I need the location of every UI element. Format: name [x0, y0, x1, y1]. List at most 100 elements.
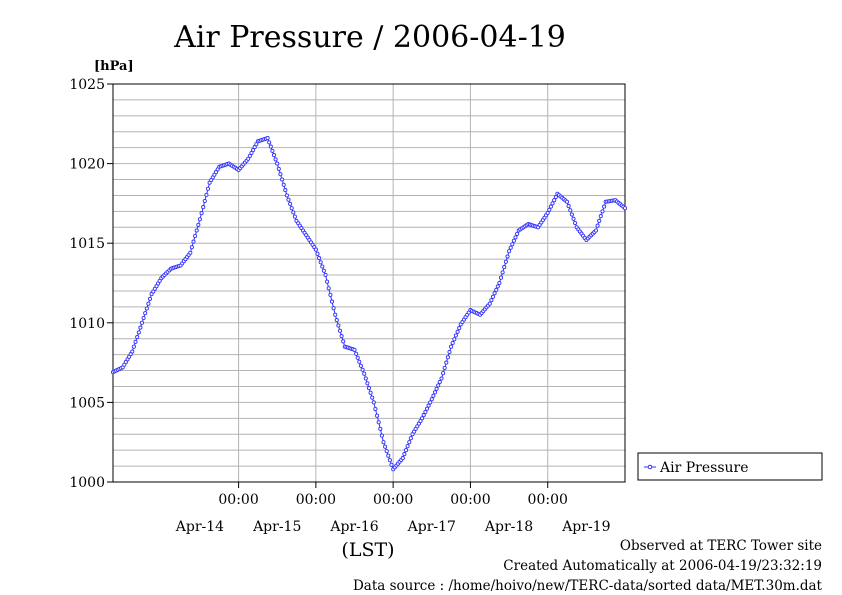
footer-created: Created Automatically at 2006-04-19/23:3…	[503, 558, 822, 574]
data-point	[318, 260, 323, 265]
data-point	[136, 330, 141, 335]
data-point	[378, 426, 383, 431]
data-point	[188, 250, 193, 255]
data-point	[500, 270, 505, 275]
data-point	[423, 409, 428, 415]
data-point	[292, 214, 297, 219]
data-point	[545, 210, 550, 216]
y-axis-label: [hPa]	[94, 59, 134, 74]
data-point	[133, 339, 138, 344]
data-point	[424, 406, 430, 411]
data-point	[276, 166, 281, 171]
data-point	[271, 153, 277, 158]
data-point	[568, 208, 573, 213]
data-point	[337, 328, 343, 333]
series-points	[110, 136, 628, 472]
data-point	[489, 298, 494, 303]
data-point	[336, 323, 341, 328]
data-point	[275, 161, 280, 166]
legend-label: Air Pressure	[659, 460, 749, 476]
data-point	[196, 222, 201, 227]
data-point	[453, 333, 458, 338]
data-point	[268, 144, 273, 149]
data-point	[371, 400, 376, 405]
data-point	[510, 242, 515, 247]
data-point	[547, 207, 552, 212]
data-point	[130, 349, 135, 354]
data-point	[573, 220, 578, 226]
data-point	[449, 344, 454, 349]
x-date-label: Apr-16	[329, 519, 378, 535]
data-point	[436, 383, 441, 388]
data-point	[407, 440, 412, 445]
data-point	[370, 395, 375, 400]
legend-marker	[647, 464, 653, 470]
data-point	[450, 340, 455, 346]
data-point	[597, 218, 602, 223]
data-point	[513, 235, 518, 240]
data-point	[403, 448, 409, 453]
data-point	[376, 420, 381, 425]
data-point	[420, 416, 425, 421]
data-point	[147, 296, 153, 301]
data-point	[441, 371, 446, 376]
data-point	[511, 238, 516, 243]
data-point	[508, 245, 513, 250]
data-point	[326, 286, 331, 291]
y-tick-label: 1000	[69, 475, 105, 491]
data-point	[439, 376, 444, 381]
data-point	[334, 318, 339, 323]
data-point	[193, 233, 198, 239]
data-point	[131, 344, 136, 349]
data-point	[254, 142, 259, 147]
data-point	[405, 444, 410, 449]
plot-frame	[112, 83, 626, 483]
data-point	[442, 365, 447, 370]
data-point	[600, 209, 605, 214]
data-point	[333, 312, 338, 317]
y-tick-label: 1015	[69, 236, 105, 252]
y-tick-label: 1020	[69, 157, 105, 173]
data-point	[622, 206, 628, 211]
data-point	[267, 140, 272, 145]
data-point	[437, 379, 442, 385]
data-point	[490, 294, 496, 299]
data-point	[505, 254, 510, 259]
x-date-label: Apr-17	[407, 519, 456, 535]
data-point	[548, 204, 553, 209]
data-point	[595, 223, 600, 228]
data-point	[386, 453, 391, 458]
data-point	[402, 452, 407, 457]
data-point	[375, 413, 380, 418]
data-point	[492, 291, 497, 296]
data-point	[362, 371, 367, 376]
data-point	[139, 320, 145, 325]
data-point	[366, 386, 372, 391]
data-point	[331, 306, 336, 311]
data-point	[313, 247, 318, 252]
data-point	[278, 172, 283, 177]
data-point	[368, 390, 373, 395]
data-point	[487, 301, 492, 306]
data-point	[553, 194, 558, 200]
data-point	[199, 211, 204, 216]
data-point	[288, 201, 293, 206]
data-point	[426, 403, 431, 408]
data-point	[497, 280, 502, 286]
data-point	[189, 245, 194, 250]
data-point	[270, 148, 275, 153]
data-point	[283, 188, 288, 193]
data-point	[197, 217, 202, 222]
data-point	[564, 199, 570, 204]
data-point	[363, 376, 368, 381]
data-point	[251, 148, 256, 153]
y-tick-label: 1005	[69, 395, 105, 411]
data-point	[373, 406, 378, 412]
data-point	[365, 381, 370, 386]
data-point	[325, 279, 330, 284]
data-point	[320, 264, 325, 269]
data-point	[265, 136, 270, 141]
data-point	[194, 228, 199, 233]
data-point	[429, 397, 434, 402]
